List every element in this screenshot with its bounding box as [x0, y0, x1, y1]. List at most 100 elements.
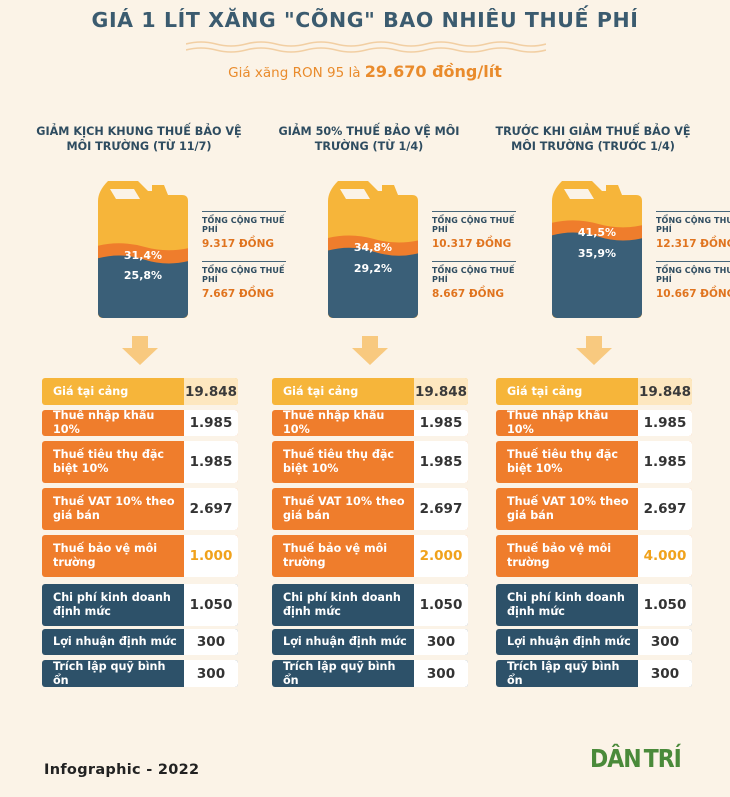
footer-caption: Infographic - 2022 — [44, 762, 200, 778]
annotation-line — [432, 211, 516, 212]
cost-row-value: 19.848 — [414, 378, 468, 405]
total-fee-annotation: TỔNG CỘNG THUẾ PHÍ 7.667 ĐỒNG — [202, 261, 294, 300]
cost-row-label: Chi phí kinh doanh định mức — [507, 591, 625, 618]
total-fee-annotation: TỔNG CỘNG THUẾ PHÍ 12.317 ĐỒNG — [656, 211, 730, 250]
annotation-line — [656, 211, 730, 212]
total-fee-annotation: TỔNG CỘNG THUẾ PHÍ 10.667 ĐỒNG — [656, 261, 730, 300]
can-percent-bottom: 35,9% — [577, 246, 617, 260]
total-fee-annotation: TỔNG CỘNG THUẾ PHÍ 10.317 ĐỒNG — [432, 211, 524, 250]
cost-row-label: Thuế VAT 10% theo giá bán — [507, 495, 629, 522]
logo-part-2: TRÍ — [643, 745, 682, 774]
cost-row-value: 1.985 — [414, 410, 468, 436]
cost-row-value: 1.050 — [638, 584, 692, 626]
annotation-value: 10.317 ĐỒNG — [432, 238, 512, 250]
cost-row-label: Thuế tiêu thụ đặc biệt 10% — [507, 448, 619, 475]
column-heading: GIẢM KỊCH KHUNG THUẾ BẢO VỆ MÔI TRƯỜNG (… — [36, 125, 242, 153]
cost-row-profit: Lợi nhuận định mức 300 — [42, 629, 238, 655]
cost-row-biz: Chi phí kinh doanh định mức 1.050 — [42, 584, 238, 626]
jerry-can-illustration — [98, 181, 188, 318]
annotation-line — [432, 261, 516, 262]
cost-row-value: 300 — [638, 660, 692, 687]
cost-row-biz: Chi phí kinh doanh định mức 1.050 — [496, 584, 692, 626]
cost-row-label: Thuế tiêu thụ đặc biệt 10% — [53, 448, 165, 475]
can-fill-tax-excl — [552, 232, 642, 318]
cost-row-env: Thuế bảo vệ môi trường 2.000 — [272, 535, 468, 577]
cost-row-label: Chi phí kinh doanh định mức — [283, 591, 401, 618]
cost-row-value: 1.985 — [184, 441, 238, 483]
cost-row-label: Thuế VAT 10% theo giá bán — [283, 495, 405, 522]
cost-row-value: 19.848 — [184, 378, 238, 405]
down-arrow-icon — [122, 336, 158, 365]
total-fee-annotation: TỔNG CỘNG THUẾ PHÍ 9.317 ĐỒNG — [202, 211, 294, 250]
cost-row-value: 1.985 — [184, 410, 238, 436]
cost-row-fund: Trích lập quỹ bình ổn 300 — [496, 660, 692, 687]
cost-row-vat: Thuế VAT 10% theo giá bán 2.697 — [42, 488, 238, 530]
cost-row-env: Thuế bảo vệ môi trường 1.000 — [42, 535, 238, 577]
column-heading: GIẢM 50% THUẾ BẢO VỆ MÔI TRƯỜNG (TỪ 1/4) — [278, 125, 460, 153]
annotation-line — [202, 261, 286, 262]
cost-row-value: 300 — [184, 660, 238, 687]
can-percent-bottom: 25,8% — [123, 269, 163, 283]
cost-row-value: 19.848 — [638, 378, 692, 405]
annotation-line — [202, 211, 286, 212]
cost-row-fund: Trích lập quỹ bình ổn 300 — [272, 660, 468, 687]
annotation-label: TỔNG CỘNG THUẾ PHÍ — [202, 266, 285, 284]
can-handle — [564, 189, 594, 199]
annotation-label: TỔNG CỘNG THUẾ PHÍ — [656, 266, 730, 284]
cost-row-label: Giá tại cảng — [283, 384, 359, 398]
cost-row-label: Lợi nhuận định mức — [507, 635, 631, 648]
down-arrow-icon — [576, 336, 612, 365]
can-percent-bottom: 29,2% — [353, 261, 393, 275]
annotation-value: 10.667 ĐỒNG — [656, 288, 730, 300]
can-handle — [340, 189, 370, 199]
cost-row-value: 1.985 — [414, 441, 468, 483]
cost-row-value: 1.985 — [638, 410, 692, 436]
subtitle: Giá xăng RON 95 là 29.670 đồng/lít — [0, 62, 730, 81]
cost-row-port: Giá tại cảng 19.848 — [496, 378, 692, 405]
page-title: GIÁ 1 LÍT XĂNG "CÕNG" BAO NHIÊU THUẾ PHÍ — [91, 8, 639, 32]
cost-row-env: Thuế bảo vệ môi trường 4.000 — [496, 535, 692, 577]
cost-row-value: 1.050 — [184, 584, 238, 626]
cost-row-fund: Trích lập quỹ bình ổn 300 — [42, 660, 238, 687]
cost-row-value: 1.985 — [638, 441, 692, 483]
cost-row-excise: Thuế tiêu thụ đặc biệt 10% 1.985 — [42, 441, 238, 483]
cost-row-label: Lợi nhuận định mức — [283, 635, 407, 648]
subtitle-prefix: Giá xăng RON 95 là — [228, 65, 365, 81]
annotation-value: 7.667 ĐỒNG — [202, 288, 274, 300]
cost-row-label: Thuế bảo vệ môi trường — [507, 542, 612, 569]
cost-row-label: Thuế nhập khẩu 10% — [507, 410, 609, 436]
cost-row-value: 4.000 — [638, 535, 692, 577]
cost-row-label: Thuế bảo vệ môi trường — [283, 542, 388, 569]
cost-row-label: Thuế nhập khẩu 10% — [283, 410, 385, 436]
cost-row-label: Lợi nhuận định mức — [53, 635, 177, 648]
annotation-value: 12.317 ĐỒNG — [656, 238, 730, 250]
cost-row-value: 300 — [414, 629, 468, 655]
can-percent-top: 41,5% — [577, 225, 617, 239]
cost-row-label: Trích lập quỹ bình ổn — [507, 660, 620, 687]
annotation-label: TỔNG CỘNG THUẾ PHÍ — [656, 216, 730, 234]
down-arrow-icon — [352, 336, 388, 365]
cost-row-label: Thuế tiêu thụ đặc biệt 10% — [283, 448, 395, 475]
cost-row-profit: Lợi nhuận định mức 300 — [496, 629, 692, 655]
dantri-logo: DÂN TRÍ — [590, 745, 682, 774]
can-percent-top: 31,4% — [123, 248, 163, 262]
cost-row-value: 2.000 — [414, 535, 468, 577]
cost-row-label: Thuế bảo vệ môi trường — [53, 542, 158, 569]
cost-row-import: Thuế nhập khẩu 10% 1.985 — [42, 410, 238, 436]
cost-row-label: Trích lập quỹ bình ổn — [53, 660, 166, 687]
annotation-label: TỔNG CỘNG THUẾ PHÍ — [432, 266, 515, 284]
cost-row-value: 1.050 — [414, 584, 468, 626]
cost-row-value: 2.697 — [184, 488, 238, 530]
column-heading: TRƯỚC KHI GIẢM THUẾ BẢO VỆ MÔI TRƯỜNG (T… — [495, 125, 691, 153]
jerry-can-illustration — [552, 181, 642, 318]
logo-part-1: DÂN — [590, 745, 642, 774]
cost-row-port: Giá tại cảng 19.848 — [272, 378, 468, 405]
cost-row-excise: Thuế tiêu thụ đặc biệt 10% 1.985 — [272, 441, 468, 483]
annotation-label: TỔNG CỘNG THUẾ PHÍ — [432, 216, 515, 234]
cost-row-label: Trích lập quỹ bình ổn — [283, 660, 396, 687]
cost-row-value: 300 — [638, 629, 692, 655]
cost-row-value: 2.697 — [414, 488, 468, 530]
can-fill-tax-excl — [98, 255, 188, 318]
cost-row-value: 300 — [184, 629, 238, 655]
cost-row-excise: Thuế tiêu thụ đặc biệt 10% 1.985 — [496, 441, 692, 483]
